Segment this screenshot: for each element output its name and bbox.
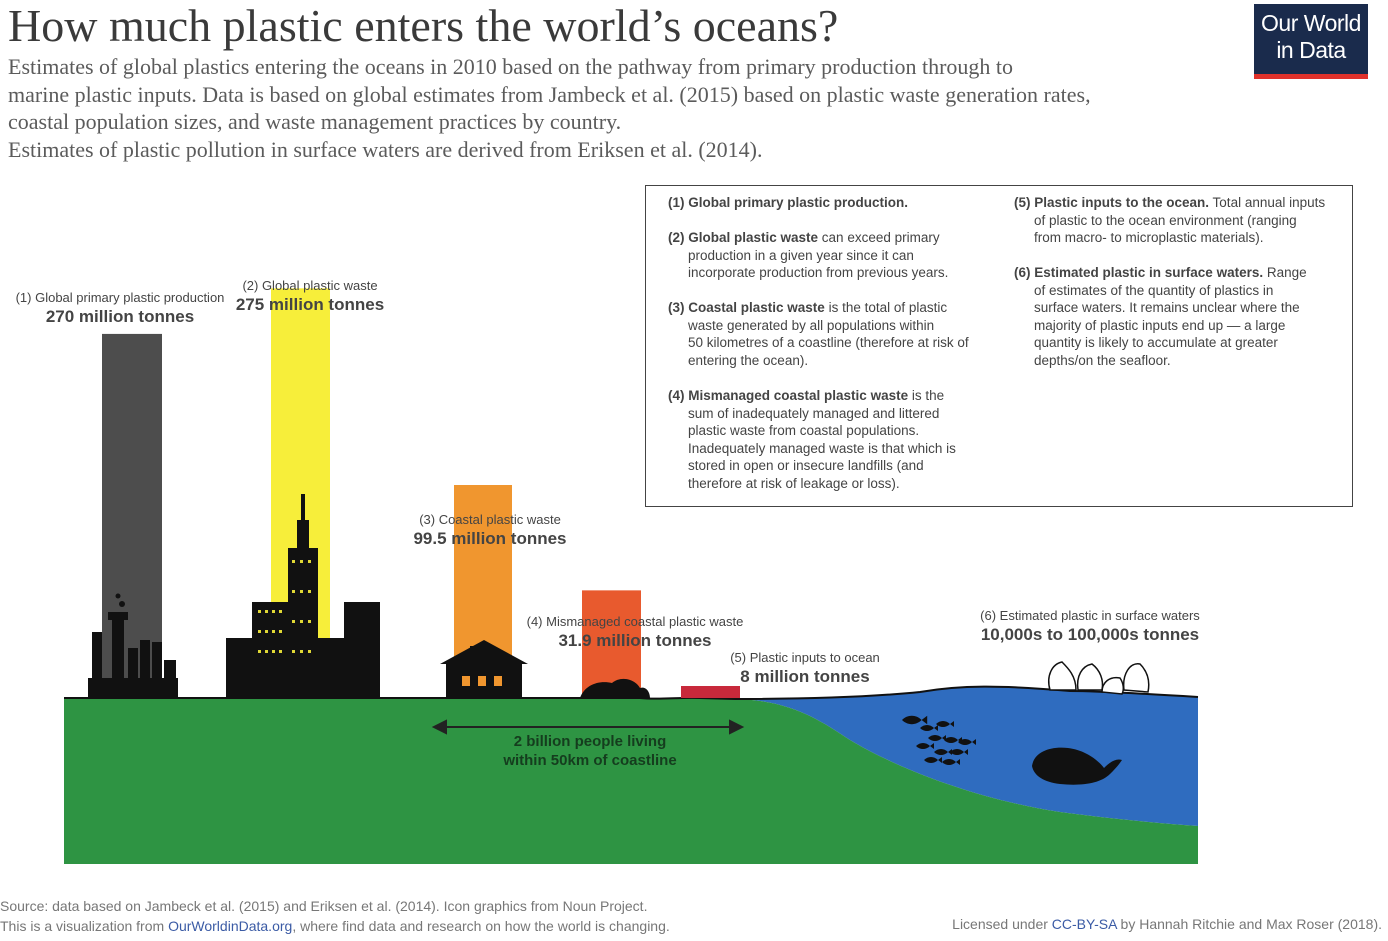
definition-text: waste generated by all populations withi… bbox=[688, 317, 935, 333]
footer-text: Licensed under bbox=[952, 916, 1052, 932]
land-area bbox=[64, 697, 1198, 864]
definition-text: is the bbox=[908, 388, 945, 403]
footer-source: Source: data based on Jambeck et al. (20… bbox=[0, 896, 670, 936]
footer-text: , where find data and research on how th… bbox=[292, 918, 670, 934]
definition-text: Total annual inputs bbox=[1209, 195, 1326, 210]
definition-term: (5) Plastic inputs to the ocean. bbox=[1014, 195, 1210, 210]
definition-text: stored in open or insecure landfills (an… bbox=[688, 458, 924, 473]
ocean-area bbox=[735, 686, 1198, 826]
subtitle-line: coastal population sizes, and waste mana… bbox=[8, 109, 622, 134]
city-icon bbox=[226, 494, 380, 698]
whale-icon bbox=[1032, 747, 1122, 785]
definition-text: surface waters. It remains unclear where… bbox=[1034, 300, 1300, 315]
bar-label-4: (4) Mismanaged coastal plastic waste 31.… bbox=[510, 614, 760, 652]
definition-4: (4) Mismanaged coastal plastic waste is … bbox=[668, 387, 1013, 492]
definition-text: plastic waste from coastal populations. bbox=[688, 423, 920, 438]
definition-text: entering the ocean). bbox=[688, 352, 809, 368]
definition-term: (4) Mismanaged coastal plastic waste bbox=[668, 388, 909, 403]
bar-value-label: 8 million tonnes bbox=[740, 667, 870, 686]
definition-text: incorporate production from previous yea… bbox=[688, 265, 949, 280]
bar-category-label: (5) Plastic inputs to ocean bbox=[730, 650, 880, 665]
bar-value-label: 275 million tonnes bbox=[235, 295, 385, 314]
definition-term: (1) Global primary plastic production. bbox=[668, 195, 909, 210]
bar-label-6: (6) Estimated plastic in surface waters … bbox=[960, 608, 1220, 646]
definition-6: (6) Estimated plastic in surface waters.… bbox=[1014, 264, 1350, 369]
fish-icon bbox=[928, 735, 946, 741]
definition-text: Inadequately managed waste is that which… bbox=[688, 440, 956, 456]
fish-icon bbox=[902, 715, 928, 725]
plastic-bags-icon bbox=[1048, 661, 1150, 695]
bar-5 bbox=[681, 686, 740, 698]
bar-category-label: (3) Coastal plastic waste bbox=[419, 512, 561, 527]
definition-text: production in a given year since it can bbox=[688, 247, 914, 263]
bar-label-5: (5) Plastic inputs to ocean 8 million to… bbox=[700, 650, 910, 688]
fish-icon bbox=[942, 759, 960, 765]
bar-label-2: (2) Global plastic waste 275 million ton… bbox=[210, 278, 410, 316]
definition-text: Range bbox=[1263, 265, 1307, 280]
fish-icon bbox=[920, 725, 938, 731]
definition-term: (3) Coastal plastic waste bbox=[668, 300, 825, 315]
fish-icon bbox=[958, 739, 976, 745]
factory-icon bbox=[88, 593, 178, 698]
definitions-box: (1) Global primary plastic production. (… bbox=[645, 185, 1353, 507]
litter-pile-icon bbox=[580, 678, 650, 698]
footer-text: by Hannah Ritchie and Max Roser (2018). bbox=[1116, 916, 1382, 932]
fish-icon bbox=[950, 749, 968, 755]
subtitle-line: Estimates of global plastics entering th… bbox=[8, 54, 1014, 79]
definition-text: 50 kilometres of a coastline (therefore … bbox=[688, 335, 969, 350]
bar-label-1: (1) Global primary plastic production 27… bbox=[10, 290, 230, 328]
logo-line: in Data bbox=[1276, 37, 1346, 63]
bar-value-label: 10,000s to 100,000s tonnes bbox=[980, 625, 1200, 644]
definition-2: (2) Global plastic waste can exceed prim… bbox=[668, 229, 1008, 282]
owid-link[interactable]: OurWorldinData.org bbox=[168, 918, 293, 934]
definition-text: from macro- to microplastic materials). bbox=[1034, 230, 1264, 245]
definition-term: (2) Global plastic waste bbox=[668, 230, 819, 245]
coastline-annotation-line: within 50km of coastline bbox=[502, 752, 676, 769]
footer-license: Licensed under CC-BY-SA by Hannah Ritchi… bbox=[952, 914, 1382, 934]
bar-category-label: (1) Global primary plastic production bbox=[15, 290, 225, 305]
house-icon bbox=[440, 640, 528, 698]
definition-text: is the total of plastic bbox=[824, 300, 948, 315]
fish-icon bbox=[944, 737, 962, 743]
coastline-arrow bbox=[431, 719, 745, 735]
bar-value-label: 31.9 million tonnes bbox=[558, 631, 712, 650]
logo-line: Our World bbox=[1261, 10, 1361, 36]
fish-icon bbox=[936, 721, 954, 727]
bar-label-3: (3) Coastal plastic waste 99.5 million t… bbox=[380, 512, 600, 550]
bar-category-label: (4) Mismanaged coastal plastic waste bbox=[526, 614, 744, 629]
definition-text: majority of plastic inputs end up — a la… bbox=[1034, 317, 1286, 333]
bar-value-label: 99.5 million tonnes bbox=[413, 529, 567, 548]
visualization-note: This is a visualization from OurWorldinD… bbox=[0, 916, 670, 936]
definition-1: (1) Global primary plastic production. bbox=[668, 194, 998, 212]
definition-text: sum of inadequately managed and littered bbox=[688, 405, 940, 421]
fish-icon bbox=[924, 757, 942, 763]
definition-text: can exceed primary bbox=[818, 230, 940, 245]
bar-category-label: (6) Estimated plastic in surface waters bbox=[980, 608, 1200, 623]
definition-text: depths/on the seafloor. bbox=[1034, 352, 1171, 368]
coastline-annotation-line: 2 billion people living bbox=[514, 733, 667, 750]
city-windows bbox=[258, 560, 311, 653]
owid-logo[interactable]: Our World in Data bbox=[1254, 4, 1368, 79]
subtitle: Estimates of global plastics entering th… bbox=[8, 53, 1298, 163]
definition-term: (6) Estimated plastic in surface waters. bbox=[1014, 265, 1264, 280]
bar-value-label: 270 million tonnes bbox=[45, 307, 195, 326]
bar-category-label: (2) Global plastic waste bbox=[242, 278, 378, 293]
fish-icon bbox=[934, 749, 952, 755]
definition-3: (3) Coastal plastic waste is the total o… bbox=[668, 299, 1013, 369]
source-note: Source: data based on Jambeck et al. (20… bbox=[0, 898, 648, 914]
definition-text: therefore at risk of leakage or loss). bbox=[688, 475, 900, 491]
page-title: How much plastic enters the world’s ocea… bbox=[8, 0, 839, 51]
footer-text: This is a visualization from bbox=[0, 918, 169, 934]
subtitle-line: marine plastic inputs. Data is based on … bbox=[8, 81, 1091, 107]
subtitle-line: Estimates of plastic pollution in surfac… bbox=[8, 136, 763, 162]
definition-text: of estimates of the quantity of plastics… bbox=[1034, 282, 1274, 298]
definition-5: (5) Plastic inputs to the ocean. Total a… bbox=[1014, 194, 1350, 247]
definition-text: quantity is likely to accumulate at grea… bbox=[1034, 335, 1278, 350]
definition-text: of plastic to the ocean environment (ran… bbox=[1034, 212, 1297, 228]
fish-icon bbox=[916, 743, 934, 749]
fish-school-icon bbox=[902, 715, 976, 765]
bar-4 bbox=[582, 590, 641, 698]
license-link[interactable]: CC-BY-SA bbox=[1051, 916, 1117, 932]
